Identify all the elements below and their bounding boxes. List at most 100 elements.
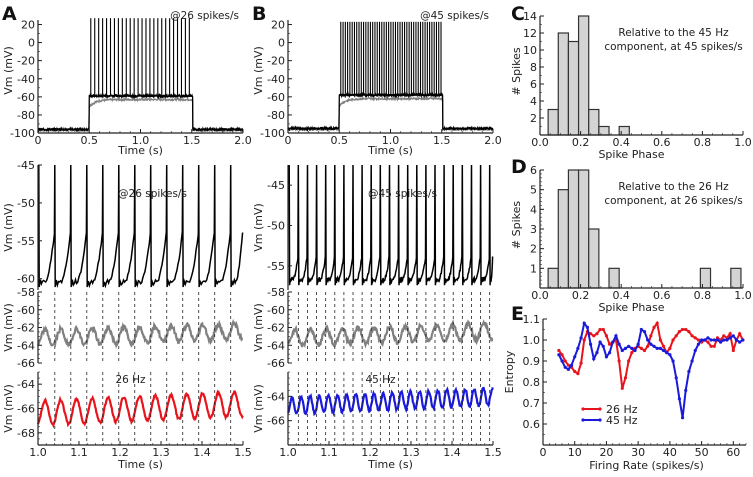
data-point — [582, 338, 586, 342]
data-point — [646, 344, 650, 348]
data-point — [563, 359, 567, 363]
histogram-bar — [557, 32, 570, 136]
data-point — [715, 338, 720, 342]
legend-label: 45 Hz — [606, 414, 638, 427]
histogram-bar — [567, 40, 580, 136]
data-point — [585, 325, 590, 329]
y-tick-label: -50 — [17, 197, 35, 210]
data-point — [617, 359, 621, 363]
x-axis-label: Firing Rate (spikes/s) — [589, 459, 704, 472]
data-point — [693, 348, 697, 353]
data-point — [709, 344, 713, 348]
data-point — [588, 332, 593, 336]
x-tick-label: 0.8 — [694, 136, 712, 149]
y-tick-label: 5 — [530, 184, 537, 197]
data-point — [655, 321, 659, 325]
data-point — [601, 327, 605, 332]
data-point — [703, 338, 707, 342]
data-point — [731, 334, 735, 338]
wave-trace — [287, 386, 494, 417]
y-tick-label: 0.7 — [523, 397, 541, 410]
gray-trace — [287, 95, 493, 133]
data-point — [668, 346, 672, 350]
data-point — [680, 416, 685, 420]
histogram-bar — [608, 267, 620, 289]
y-tick-label: -45 — [267, 179, 285, 192]
data-point — [576, 372, 580, 376]
x-tick-label: 1.0 — [132, 134, 150, 147]
wave-trace — [36, 318, 243, 349]
rate-annotation: @26 spikes/s — [118, 188, 187, 200]
y-tick-label: -80 — [17, 109, 35, 122]
chart-E_entropy: 1.1 1.0 0.9 0.8 0.7 0.6 0 10 20 30 40 50 60 Entropy Fi… — [503, 313, 747, 472]
y-tick-label: -55 — [267, 260, 285, 273]
histogram-bar — [730, 267, 742, 289]
data-point — [623, 346, 628, 350]
histogram-bar — [699, 267, 712, 289]
x-axis-label: Spike Phase — [598, 148, 664, 161]
data-point — [728, 332, 732, 336]
y-tick-label: -58 — [17, 286, 35, 299]
panel-label-d: D — [511, 156, 527, 178]
frequency-annotation: 26 Hz — [115, 374, 146, 386]
data-point — [690, 334, 694, 338]
data-point — [601, 344, 605, 348]
histogram-bar — [598, 125, 610, 136]
data-point — [566, 367, 570, 371]
data-point — [595, 332, 599, 336]
x-tick-label: 40 — [663, 446, 677, 459]
data-point — [557, 353, 561, 357]
x-tick-label: 0 — [285, 134, 292, 147]
y-tick-label: -20 — [267, 55, 285, 68]
data-point — [722, 338, 726, 342]
y-axis-label: Vm (mV) — [252, 303, 265, 352]
legend-marker — [598, 418, 602, 422]
data-point — [706, 336, 710, 340]
data-point — [604, 334, 609, 338]
data-point — [671, 359, 675, 363]
histogram-bar — [557, 189, 570, 289]
black-trace — [287, 91, 494, 132]
x-tick-label: 0.2 — [572, 289, 590, 302]
rate-annotation: @45 spikes/s — [368, 188, 437, 200]
x-tick-label: 1.4 — [193, 446, 211, 459]
y-tick-label: -100 — [10, 127, 35, 140]
y-axis-label: Vm (mV) — [2, 203, 15, 252]
rate-annotation: @26 spikes/s — [170, 10, 239, 22]
data-point — [677, 330, 681, 334]
legend-marker — [598, 407, 602, 411]
data-point — [696, 342, 701, 346]
data-point — [655, 346, 659, 350]
data-point — [620, 386, 624, 390]
x-tick-label: 1.0 — [279, 446, 297, 459]
data-point — [592, 357, 596, 361]
data-point — [693, 336, 697, 340]
y-tick-label: -62 — [267, 322, 285, 335]
data-point — [611, 340, 615, 344]
y-tick-label: -60 — [267, 304, 285, 317]
data-point — [639, 327, 643, 332]
y-tick-label: 2 — [530, 112, 537, 125]
x-tick-label: 30 — [631, 446, 645, 459]
x-axis-label: Time (s) — [117, 144, 163, 157]
data-point — [642, 348, 647, 353]
x-tick-label: 1.0 — [734, 289, 752, 302]
black-trace — [37, 92, 244, 133]
data-point — [579, 361, 583, 365]
y-tick-label: -40 — [267, 73, 285, 86]
y-tick-label: 6 — [530, 164, 537, 177]
data-point — [658, 338, 662, 342]
x-tick-label: 10 — [568, 446, 582, 459]
data-point — [738, 332, 742, 336]
y-tick-label: -64 — [17, 378, 35, 391]
x-tick-label: 1.2 — [361, 446, 379, 459]
data-point — [649, 342, 653, 346]
x-tick-label: 0.5 — [81, 134, 99, 147]
data-point — [595, 351, 599, 355]
y-tick-label: 3 — [530, 223, 537, 236]
data-point — [674, 376, 678, 380]
x-tick-label: 0.6 — [653, 136, 671, 149]
